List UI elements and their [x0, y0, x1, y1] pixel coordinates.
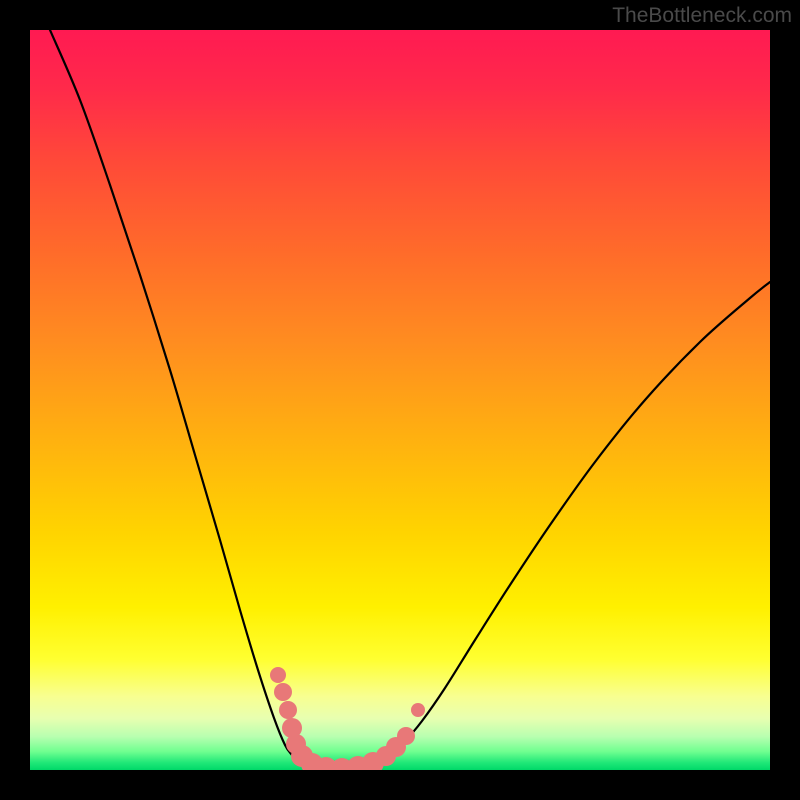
- data-markers: [30, 30, 770, 770]
- marker-dot: [411, 703, 425, 717]
- marker-dot: [279, 701, 297, 719]
- attribution-text: TheBottleneck.com: [612, 4, 792, 28]
- marker-dot: [274, 683, 292, 701]
- marker-dot: [397, 727, 415, 745]
- plot-area: [30, 30, 770, 770]
- marker-dot: [270, 667, 286, 683]
